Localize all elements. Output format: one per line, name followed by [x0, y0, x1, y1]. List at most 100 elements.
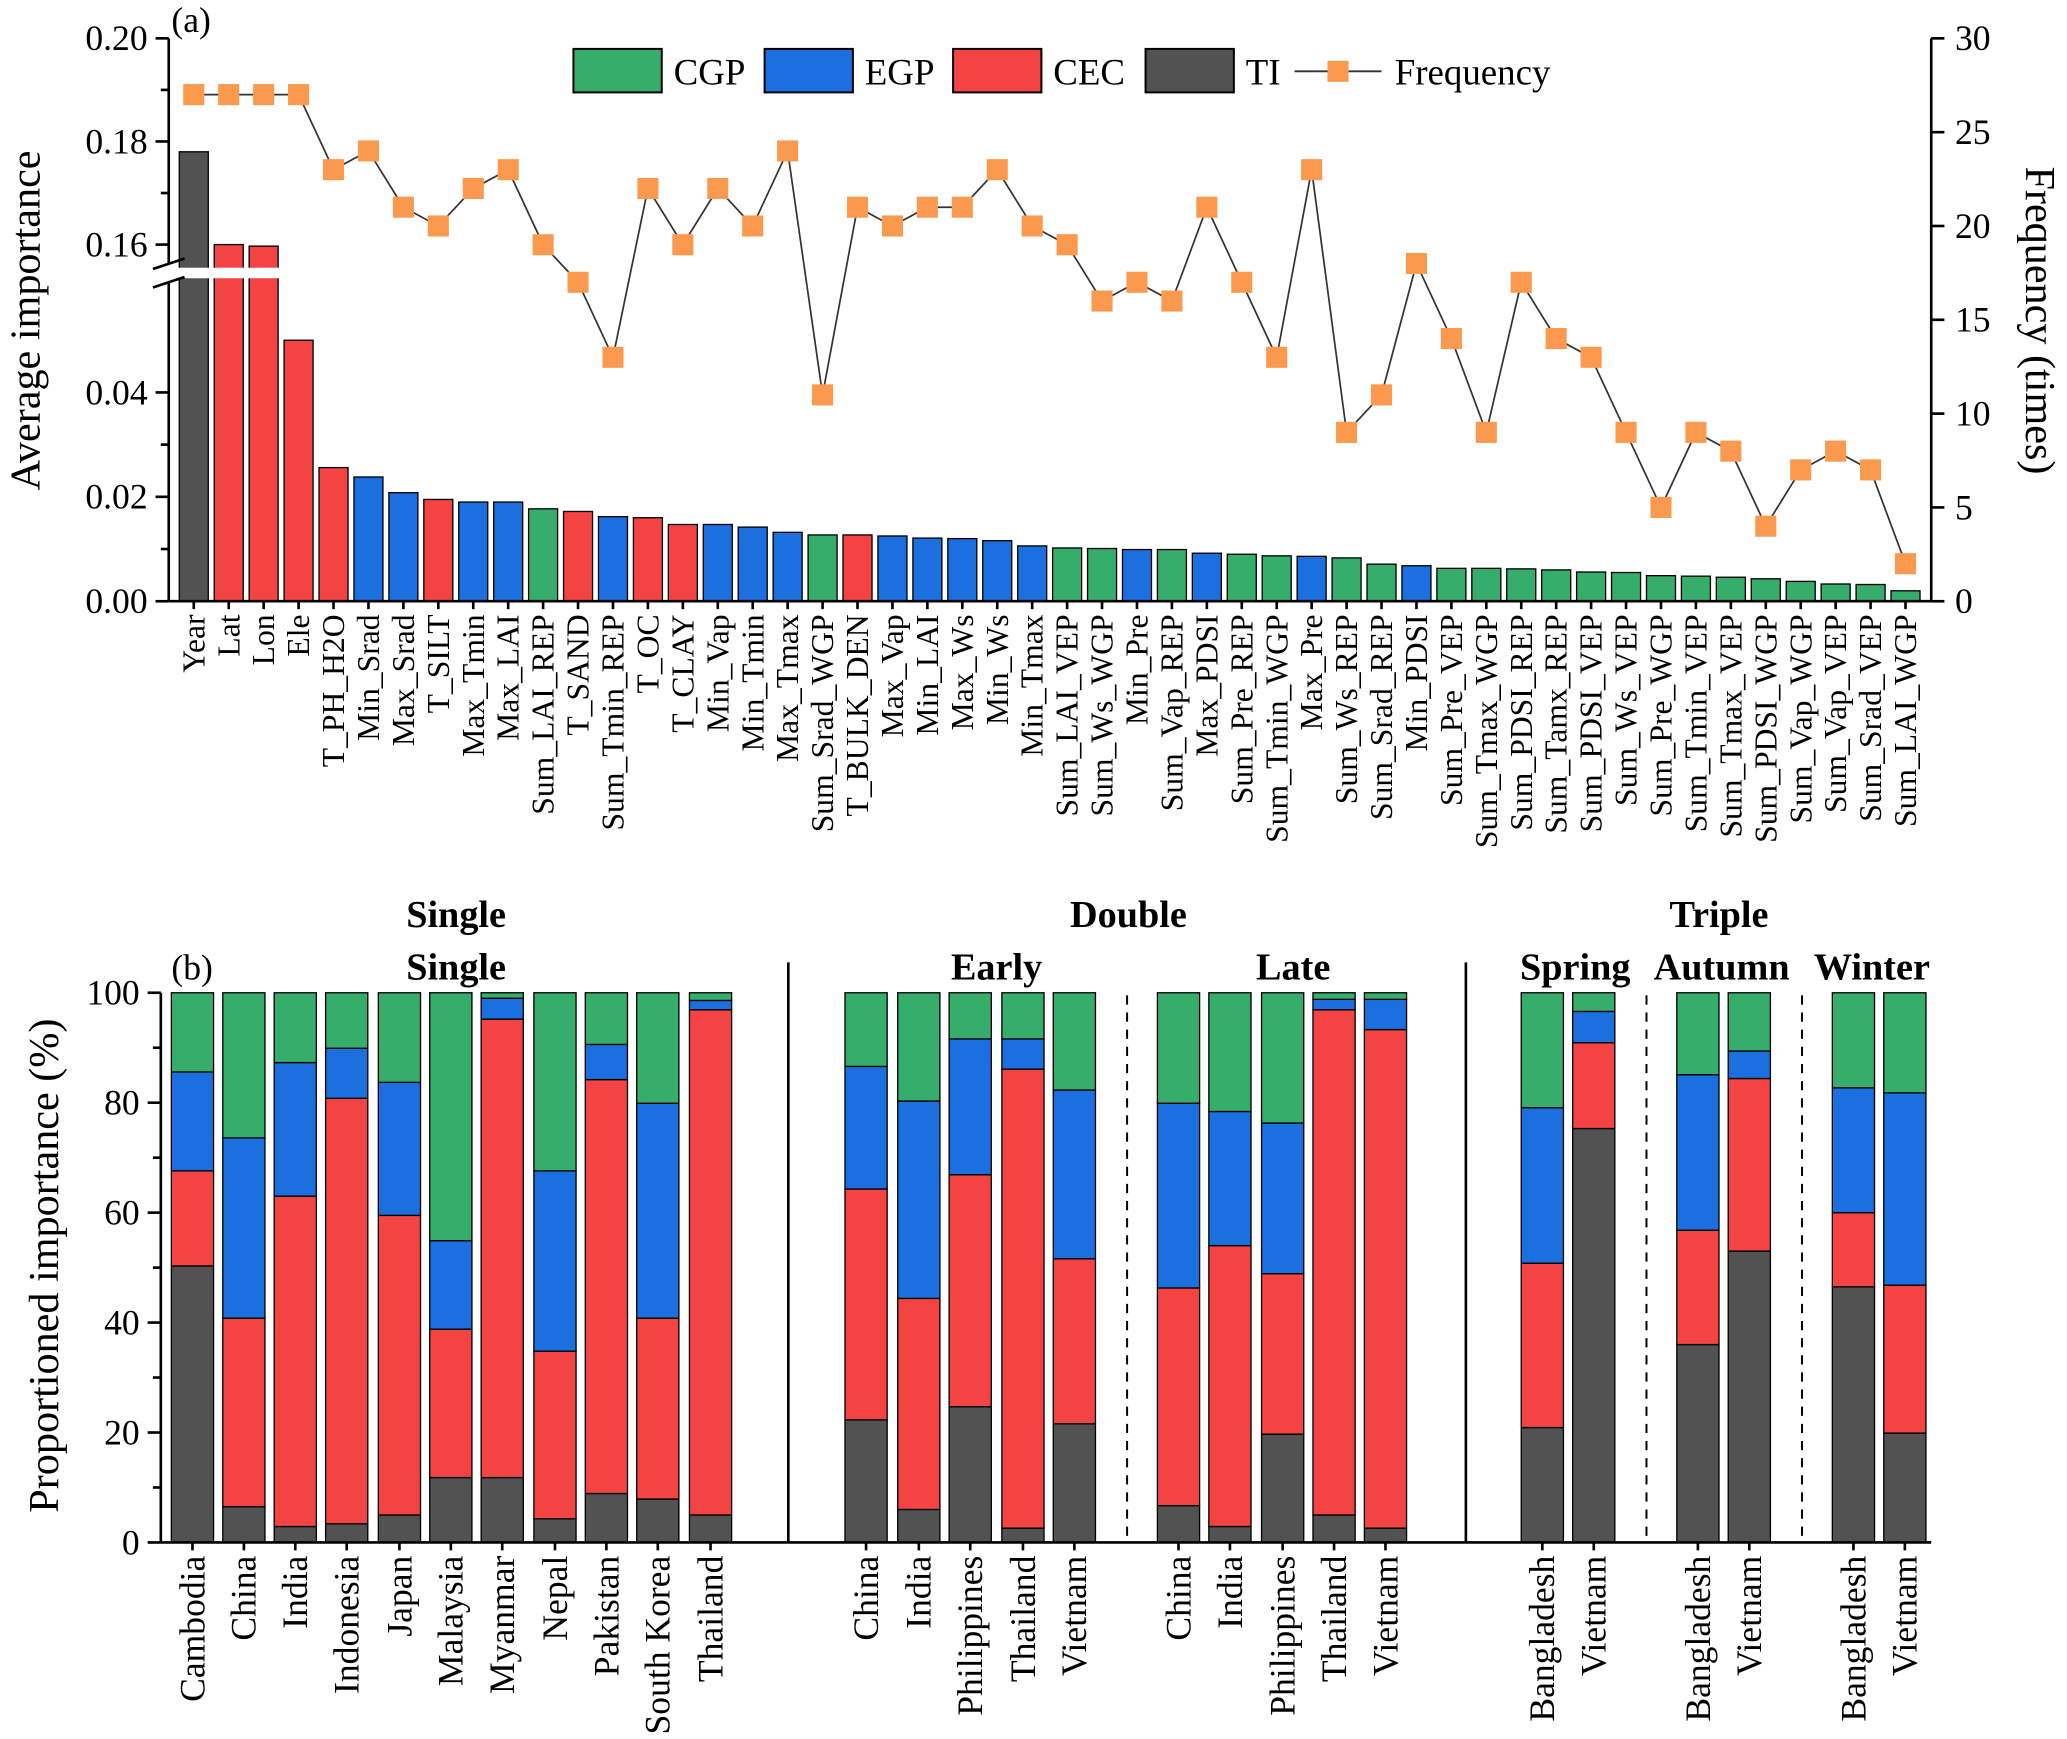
frequency-point-Max_Tmin [462, 177, 484, 199]
x-tick-label: China [224, 1555, 264, 1640]
x-tick-label: Sum_PDSI_VEP [1574, 614, 1609, 832]
frequency-point-T_PH_H2O [322, 159, 345, 181]
bar-Max_PDSI [1191, 552, 1223, 602]
bar-Sum_LAI_REP [527, 508, 559, 602]
x-tick-label: T_BULK_DEN [840, 614, 875, 816]
frequency-point-Max_Ws [951, 196, 973, 218]
bar-segment-Vietnam-EGP [1363, 998, 1408, 1031]
x-tick-label: China [1158, 1555, 1198, 1640]
legend-swatch-CGP [572, 47, 663, 94]
legend-label-frequency: Frequency [1395, 51, 1551, 92]
bar-segment-China-EGP [1156, 1102, 1201, 1289]
x-tick-label: Min_PDSI [1399, 614, 1434, 751]
bar-Sum_Ws_VEP [1610, 571, 1642, 602]
frequency-point-Lon [253, 84, 275, 106]
bar-Lat [213, 243, 244, 602]
bar-Min_LAI [912, 537, 943, 602]
axis-break-mark [152, 275, 185, 289]
bar-segment-Nepal-EGP [533, 1170, 577, 1352]
bar-Min_Pre [1121, 548, 1153, 602]
bar-segment-Pakistan-CEC [584, 1078, 629, 1495]
panel-a: Year Lat Lon Ele T_PH_H2O Min_Srad Max_Srad T_S… [3, 0, 2064, 848]
bar-Max_Ws [947, 537, 978, 602]
bar-segment-Japan-EGP [377, 1081, 422, 1217]
x-tick-label: Thailand [1003, 1555, 1043, 1682]
bar-segment-Thailand-EGP [1001, 1038, 1045, 1070]
x-tick-label: Max_Tmin [456, 614, 491, 756]
frequency-point-Sum_Tmax_VEP [1720, 440, 1742, 462]
bar-segment-India-EGP [1208, 1110, 1252, 1247]
bar-segment-Bangladesh-TI [1520, 1426, 1565, 1544]
x-tick-label: Min_Pre [1120, 614, 1155, 725]
y-axis-title: Proportioned importance (%) [21, 1019, 68, 1513]
bar-segment-Thailand-CEC [1001, 1068, 1045, 1529]
legend-swatch-EGP [763, 47, 854, 94]
x-tick-label: Thailand [1314, 1555, 1354, 1682]
bar-Sum_PDSI_VEP [1575, 571, 1607, 602]
bar-Max_Srad [388, 491, 419, 602]
frequency-point-Sum_Tmin_WGP [1266, 346, 1288, 368]
bar-Sum_Tmin_REP [597, 516, 629, 602]
bar-segment-India-CGP [897, 992, 941, 1102]
frequency-line [193, 93, 1907, 565]
bar-segment-India-EGP [273, 1061, 318, 1197]
bar-segment-Bangladesh-EGP [1520, 1106, 1565, 1264]
bar-segment-India-EGP [897, 1100, 941, 1300]
x-tick-label: Ele [281, 614, 316, 656]
bar-segment-Pakistan-EGP [584, 1043, 629, 1081]
bar-Sum_PDSI_REP [1506, 568, 1537, 602]
bar-Max_Vap [877, 535, 908, 602]
bar-segment-Nepal-CGP [533, 992, 577, 1172]
legend-label-EGP: EGP [865, 51, 935, 92]
bar-segment-Vietnam-TI [1572, 1127, 1616, 1544]
bar-segment-Bangladesh-CGP [1676, 992, 1720, 1076]
x-tick-label: Sum_Ws_VEP [1609, 614, 1644, 806]
bar-Sum_Vap_REP [1156, 548, 1188, 602]
x-tick-label: Sum_Ws_REP [1329, 614, 1364, 804]
bar-segment-China-EGP [222, 1137, 266, 1319]
bar-segment-Vietnam-CEC [1727, 1077, 1772, 1252]
bar-segment-Nepal-TI [533, 1518, 577, 1544]
bar-segment-Myanmar-CGP [480, 992, 525, 999]
bar-segment-Vietnam-TI [1363, 1527, 1408, 1544]
bar-segment-India-CEC [1208, 1244, 1252, 1528]
x-tick-label: Sum_Srad_WGP [805, 614, 840, 832]
bar-segment-Vietnam-TI [1052, 1423, 1097, 1544]
bar-Min_Tmin [737, 526, 768, 602]
x-tick-label: Sum_LAI_VEP [1050, 614, 1085, 816]
bar-segment-Philippines-CGP [948, 992, 992, 1040]
legend: CGP EGP CEC TI Frequency [572, 47, 1551, 94]
bar-segment-Vietnam-TI [1883, 1432, 1927, 1544]
bar-Sum_Tmax_VEP [1715, 576, 1747, 602]
frequency-point-Sum_PDSI_WGP [1755, 515, 1777, 537]
frequency-point-T_OC [637, 177, 659, 199]
bar-segment-Japan-CEC [377, 1214, 422, 1516]
frequency-point-Max_Tmax [777, 140, 799, 162]
bar-segment-China-TI [1156, 1504, 1201, 1544]
bar-segment-Vietnam-CEC [1363, 1028, 1408, 1529]
y2-tick-label: 20 [1955, 206, 1991, 246]
y2-tick-label: 15 [1955, 300, 1991, 340]
bar-segment-Thailand-EGP [688, 999, 733, 1011]
bar-Min_Srad [353, 476, 384, 602]
x-tick-label: Bangladesh [1522, 1555, 1562, 1721]
bar-segment-South Korea-CEC [636, 1317, 680, 1500]
bar-segment-Cambodia-TI [170, 1265, 215, 1544]
x-tick-label: Sum_Vap_VEP [1818, 614, 1853, 813]
frequency-point-Sum_Ws_VEP [1615, 421, 1637, 443]
bar-segment-Vietnam-CGP [1727, 992, 1772, 1052]
bar-segment-Malaysia-TI [429, 1476, 473, 1544]
x-tick-label: Nepal [535, 1556, 575, 1641]
axis-break-gap [160, 267, 280, 279]
bar-Sum_Tmax_WGP [1471, 567, 1502, 602]
x-tick-label: Sum_LAI_WGP [1888, 614, 1923, 827]
frequency-point-Sum_Srad_WGP [812, 384, 834, 406]
bar-segment-China-CEC [1156, 1287, 1201, 1507]
bar-T_SAND [562, 510, 594, 602]
bar-segment-China-CEC [222, 1317, 266, 1508]
bar-Sum_Srad_VEP [1855, 583, 1886, 602]
frequency-point-Max_Vap [881, 215, 903, 237]
bar-T_OC [632, 517, 664, 602]
frequency-point-Min_Ws [986, 159, 1008, 181]
x-tick-label: Sum_Srad_VEP [1853, 614, 1888, 821]
